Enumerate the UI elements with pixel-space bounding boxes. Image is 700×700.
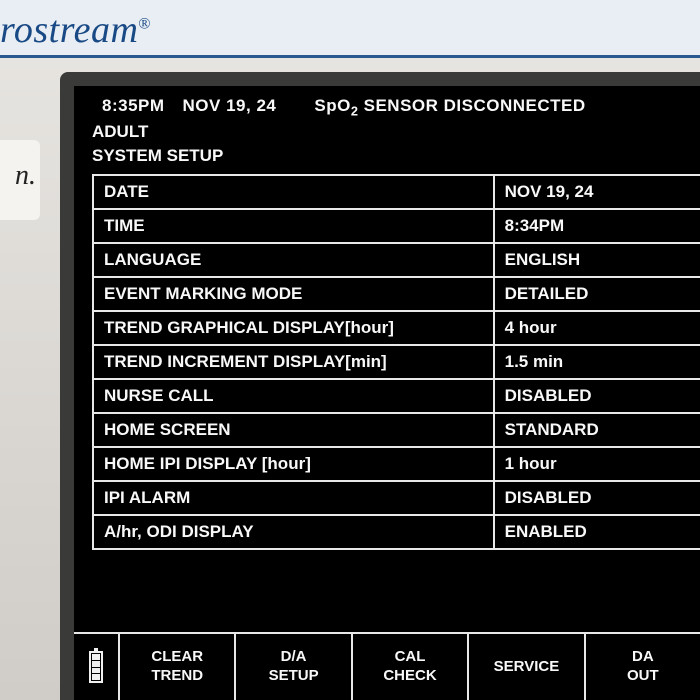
clock-time: 8:35PM [102, 96, 165, 118]
setting-label: HOME IPI DISPLAY [hour] [93, 447, 494, 481]
setting-label: IPI ALARM [93, 481, 494, 515]
settings-row[interactable]: DATENOV 19, 24 [93, 175, 700, 209]
device-top-band: rostream® [0, 0, 700, 58]
section-title: SYSTEM SETUP [74, 144, 700, 174]
brand-logo: rostream® [0, 8, 151, 52]
setting-label: LANGUAGE [93, 243, 494, 277]
settings-tbody: DATENOV 19, 24TIME8:34PMLANGUAGEENGLISHE… [93, 175, 700, 549]
setting-label: TIME [93, 209, 494, 243]
settings-row[interactable]: LANGUAGEENGLISH [93, 243, 700, 277]
side-label: n. [0, 140, 40, 220]
settings-row[interactable]: TIME8:34PM [93, 209, 700, 243]
battery-bar [92, 674, 100, 680]
setting-label: NURSE CALL [93, 379, 494, 413]
setting-value[interactable]: ENGLISH [494, 243, 700, 277]
setting-value[interactable]: DISABLED [494, 481, 700, 515]
setting-value[interactable]: ENABLED [494, 515, 700, 549]
menu-button[interactable]: CLEAR TREND [120, 632, 236, 700]
battery-bar [92, 661, 100, 667]
registered-symbol: ® [138, 15, 151, 32]
setting-value[interactable]: 8:34PM [494, 209, 700, 243]
battery-icon [89, 651, 103, 683]
settings-row[interactable]: A/hr, ODI DISPLAYENABLED [93, 515, 700, 549]
screen-bezel: 8:35PM NOV 19, 24 SpO2 SENSOR DISCONNECT… [60, 72, 700, 700]
setting-label: EVENT MARKING MODE [93, 277, 494, 311]
settings-row[interactable]: NURSE CALLDISABLED [93, 379, 700, 413]
settings-row[interactable]: IPI ALARMDISABLED [93, 481, 700, 515]
settings-row[interactable]: TREND GRAPHICAL DISPLAY[hour]4 hour [93, 311, 700, 345]
menu-button[interactable]: SERVICE [469, 632, 585, 700]
setting-label: DATE [93, 175, 494, 209]
setting-value[interactable]: 1 hour [494, 447, 700, 481]
settings-table: DATENOV 19, 24TIME8:34PMLANGUAGEENGLISHE… [92, 174, 700, 550]
side-label-text: n. [15, 160, 36, 191]
menu-button[interactable]: DA OUT [586, 632, 700, 700]
battery-indicator [74, 632, 120, 700]
setting-label: A/hr, ODI DISPLAY [93, 515, 494, 549]
status-header: 8:35PM NOV 19, 24 SpO2 SENSOR DISCONNECT… [74, 86, 700, 120]
settings-row[interactable]: HOME IPI DISPLAY [hour]1 hour [93, 447, 700, 481]
menu-button[interactable]: CAL CHECK [353, 632, 469, 700]
setting-value[interactable]: 4 hour [494, 311, 700, 345]
setting-value[interactable]: DISABLED [494, 379, 700, 413]
setting-label: TREND INCREMENT DISPLAY[min] [93, 345, 494, 379]
setting-value[interactable]: NOV 19, 24 [494, 175, 700, 209]
bottom-menu-bar: CLEAR TRENDD/A SETUPCAL CHECKSERVICEDA O… [74, 632, 700, 700]
setting-value[interactable]: DETAILED [494, 277, 700, 311]
battery-bar [92, 668, 100, 674]
settings-row[interactable]: EVENT MARKING MODEDETAILED [93, 277, 700, 311]
setting-label: TREND GRAPHICAL DISPLAY[hour] [93, 311, 494, 345]
settings-row[interactable]: TREND INCREMENT DISPLAY[min]1.5 min [93, 345, 700, 379]
settings-row[interactable]: HOME SCREENSTANDARD [93, 413, 700, 447]
battery-bar [92, 654, 100, 660]
setting-value[interactable]: STANDARD [494, 413, 700, 447]
patient-type: ADULT [74, 120, 700, 144]
brand-text: rostream [0, 9, 138, 51]
setting-value[interactable]: 1.5 min [494, 345, 700, 379]
menu-button[interactable]: D/A SETUP [236, 632, 352, 700]
device-frame: rostream® n. 8:35PM NOV 19, 24 SpO2 SENS… [0, 0, 700, 700]
clock-date: NOV 19, 24 [183, 96, 277, 118]
sensor-alert: SpO2 SENSOR DISCONNECTED [314, 96, 585, 118]
setting-label: HOME SCREEN [93, 413, 494, 447]
lcd-screen: 8:35PM NOV 19, 24 SpO2 SENSOR DISCONNECT… [74, 86, 700, 700]
